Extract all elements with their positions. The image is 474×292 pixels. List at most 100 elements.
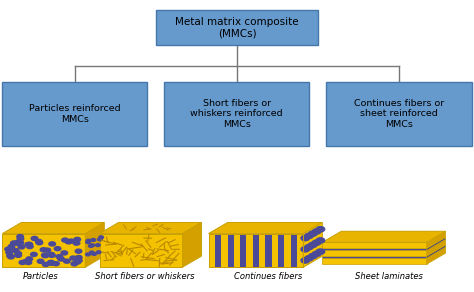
Circle shape	[48, 261, 55, 265]
Text: Continues fibers or
sheet reinforced
MMCs: Continues fibers or sheet reinforced MMC…	[354, 99, 444, 129]
Circle shape	[25, 242, 32, 246]
Polygon shape	[427, 245, 446, 258]
Circle shape	[305, 233, 313, 239]
Polygon shape	[209, 223, 322, 234]
Circle shape	[74, 237, 81, 241]
Circle shape	[312, 251, 321, 256]
Circle shape	[96, 244, 100, 246]
Circle shape	[27, 244, 33, 248]
Circle shape	[316, 249, 325, 254]
FancyBboxPatch shape	[326, 82, 472, 146]
Circle shape	[86, 241, 91, 244]
Circle shape	[8, 244, 15, 248]
FancyBboxPatch shape	[2, 82, 147, 146]
Polygon shape	[209, 234, 303, 267]
Polygon shape	[215, 234, 221, 267]
Circle shape	[86, 253, 90, 256]
Circle shape	[75, 249, 82, 253]
Circle shape	[89, 244, 93, 247]
Circle shape	[25, 260, 32, 265]
Polygon shape	[291, 234, 297, 267]
Circle shape	[309, 231, 317, 236]
Circle shape	[49, 242, 55, 246]
Circle shape	[6, 251, 12, 255]
Circle shape	[8, 255, 14, 259]
Polygon shape	[253, 234, 259, 267]
Circle shape	[10, 241, 17, 245]
Circle shape	[312, 229, 321, 234]
Text: Short fibers or
whiskers reinforced
MMCs: Short fibers or whiskers reinforced MMCs	[191, 99, 283, 129]
Circle shape	[17, 237, 24, 241]
Circle shape	[96, 251, 101, 254]
Circle shape	[90, 251, 94, 254]
Circle shape	[301, 235, 310, 241]
Circle shape	[65, 240, 72, 244]
Circle shape	[48, 252, 55, 256]
Polygon shape	[278, 234, 284, 267]
Circle shape	[305, 244, 313, 250]
Polygon shape	[303, 223, 322, 267]
Circle shape	[309, 242, 317, 248]
Circle shape	[19, 260, 26, 265]
Circle shape	[75, 256, 82, 260]
Circle shape	[16, 242, 23, 246]
Circle shape	[7, 254, 13, 258]
Circle shape	[17, 241, 24, 245]
Circle shape	[36, 241, 43, 245]
Circle shape	[31, 237, 38, 241]
Circle shape	[12, 248, 19, 253]
Circle shape	[54, 247, 61, 251]
Polygon shape	[322, 248, 427, 251]
Circle shape	[42, 253, 48, 257]
Circle shape	[305, 256, 313, 261]
Text: Continues fibers: Continues fibers	[234, 272, 302, 281]
Circle shape	[47, 261, 54, 265]
Circle shape	[62, 238, 68, 242]
Text: Particles: Particles	[22, 272, 58, 281]
Circle shape	[15, 253, 21, 257]
Polygon shape	[2, 234, 85, 267]
Circle shape	[75, 258, 82, 263]
Polygon shape	[427, 231, 446, 248]
Circle shape	[99, 236, 103, 239]
Circle shape	[42, 254, 49, 258]
Circle shape	[301, 247, 310, 252]
Circle shape	[98, 238, 102, 241]
Circle shape	[312, 240, 321, 245]
Circle shape	[70, 256, 76, 260]
Polygon shape	[265, 234, 272, 267]
Circle shape	[73, 241, 80, 245]
Polygon shape	[427, 247, 446, 264]
Polygon shape	[100, 223, 201, 234]
Circle shape	[31, 252, 37, 256]
Circle shape	[44, 248, 51, 252]
Circle shape	[61, 251, 68, 255]
Circle shape	[48, 260, 55, 265]
Polygon shape	[322, 251, 427, 256]
Circle shape	[37, 259, 44, 263]
Circle shape	[26, 242, 33, 246]
Polygon shape	[2, 223, 104, 234]
Polygon shape	[322, 256, 427, 258]
Circle shape	[71, 262, 78, 266]
Polygon shape	[322, 242, 427, 248]
FancyBboxPatch shape	[156, 10, 318, 45]
Polygon shape	[182, 223, 201, 267]
Polygon shape	[427, 239, 446, 256]
Circle shape	[86, 239, 91, 242]
Text: Metal matrix composite
(MMCs): Metal matrix composite (MMCs)	[175, 17, 299, 39]
Circle shape	[74, 260, 81, 264]
Circle shape	[14, 241, 20, 245]
Circle shape	[18, 245, 25, 249]
Circle shape	[40, 248, 47, 252]
Circle shape	[56, 255, 63, 259]
Polygon shape	[427, 237, 446, 251]
Polygon shape	[100, 234, 182, 267]
Circle shape	[309, 253, 317, 259]
Circle shape	[301, 258, 310, 263]
Circle shape	[68, 239, 74, 243]
Circle shape	[90, 244, 94, 247]
Circle shape	[91, 239, 96, 241]
Circle shape	[36, 239, 42, 244]
FancyBboxPatch shape	[164, 82, 309, 146]
